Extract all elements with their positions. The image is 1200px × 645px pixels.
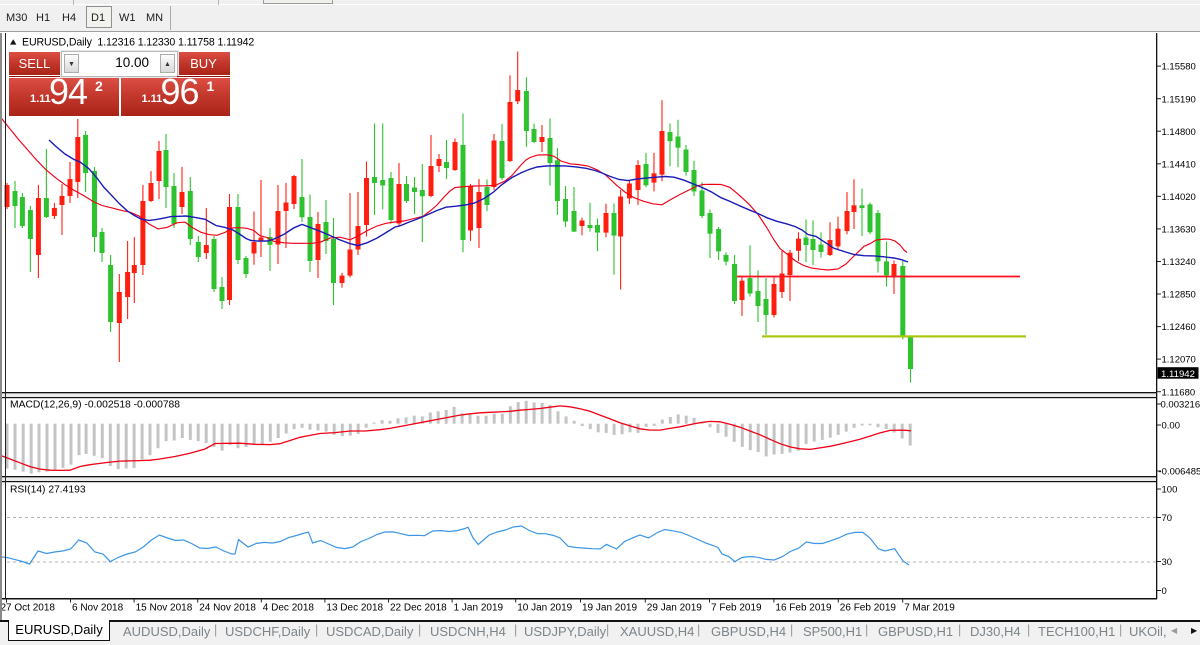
svg-text:-0.006485: -0.006485 (1159, 467, 1200, 478)
svg-text:0: 0 (1162, 586, 1167, 597)
svg-text:EURUSD,Daily 1.12316 1.12330: EURUSD,Daily 1.12316 1.12330 1.11758 1.1… (22, 37, 254, 49)
svg-text:1.12070: 1.12070 (1162, 355, 1196, 366)
svg-text:1.15190: 1.15190 (1162, 94, 1196, 105)
svg-text:1.13630: 1.13630 (1162, 225, 1196, 236)
svg-text:1.11942: 1.11942 (1161, 369, 1195, 380)
svg-text:29 Jan 2019: 29 Jan 2019 (647, 603, 702, 614)
svg-text:0.00: 0.00 (1162, 421, 1181, 432)
svg-text:1.14410: 1.14410 (1162, 159, 1196, 170)
svg-text:70: 70 (1162, 513, 1173, 524)
svg-text:1.14800: 1.14800 (1162, 127, 1196, 138)
svg-text:MACD(12,26,9) -0.002518 -0.000: MACD(12,26,9) -0.002518 -0.000788 (10, 400, 180, 411)
svg-text:26 Feb 2019: 26 Feb 2019 (840, 603, 897, 614)
svg-text:6 Nov 2018: 6 Nov 2018 (72, 603, 124, 614)
svg-text:1 Jan 2019: 1 Jan 2019 (454, 603, 504, 614)
svg-text:19 Jan 2019: 19 Jan 2019 (582, 603, 637, 614)
svg-text:4 Dec 2018: 4 Dec 2018 (263, 603, 315, 614)
svg-text:27 Oct 2018: 27 Oct 2018 (1, 603, 56, 614)
svg-text:10 Jan 2019: 10 Jan 2019 (517, 603, 572, 614)
svg-text:13 Dec 2018: 13 Dec 2018 (326, 603, 383, 614)
svg-text:RSI(14) 27.4193: RSI(14) 27.4193 (10, 485, 86, 496)
svg-text:7 Feb 2019: 7 Feb 2019 (711, 603, 762, 614)
svg-text:1.14020: 1.14020 (1162, 192, 1196, 203)
svg-text:30: 30 (1162, 557, 1173, 568)
svg-text:100: 100 (1162, 485, 1178, 496)
svg-text:7 Mar 2019: 7 Mar 2019 (904, 603, 955, 614)
svg-text:1.13240: 1.13240 (1162, 257, 1196, 268)
svg-text:16 Feb 2019: 16 Feb 2019 (775, 603, 832, 614)
svg-text:22 Dec 2018: 22 Dec 2018 (390, 603, 447, 614)
svg-text:1.12460: 1.12460 (1162, 322, 1196, 333)
svg-text:15 Nov 2018: 15 Nov 2018 (136, 603, 193, 614)
svg-text:24 Nov 2018: 24 Nov 2018 (199, 603, 256, 614)
svg-text:1.15580: 1.15580 (1162, 62, 1196, 73)
svg-text:0.003216: 0.003216 (1161, 400, 1200, 411)
svg-text:1.11680: 1.11680 (1162, 387, 1196, 398)
svg-text:1.12850: 1.12850 (1162, 290, 1196, 301)
